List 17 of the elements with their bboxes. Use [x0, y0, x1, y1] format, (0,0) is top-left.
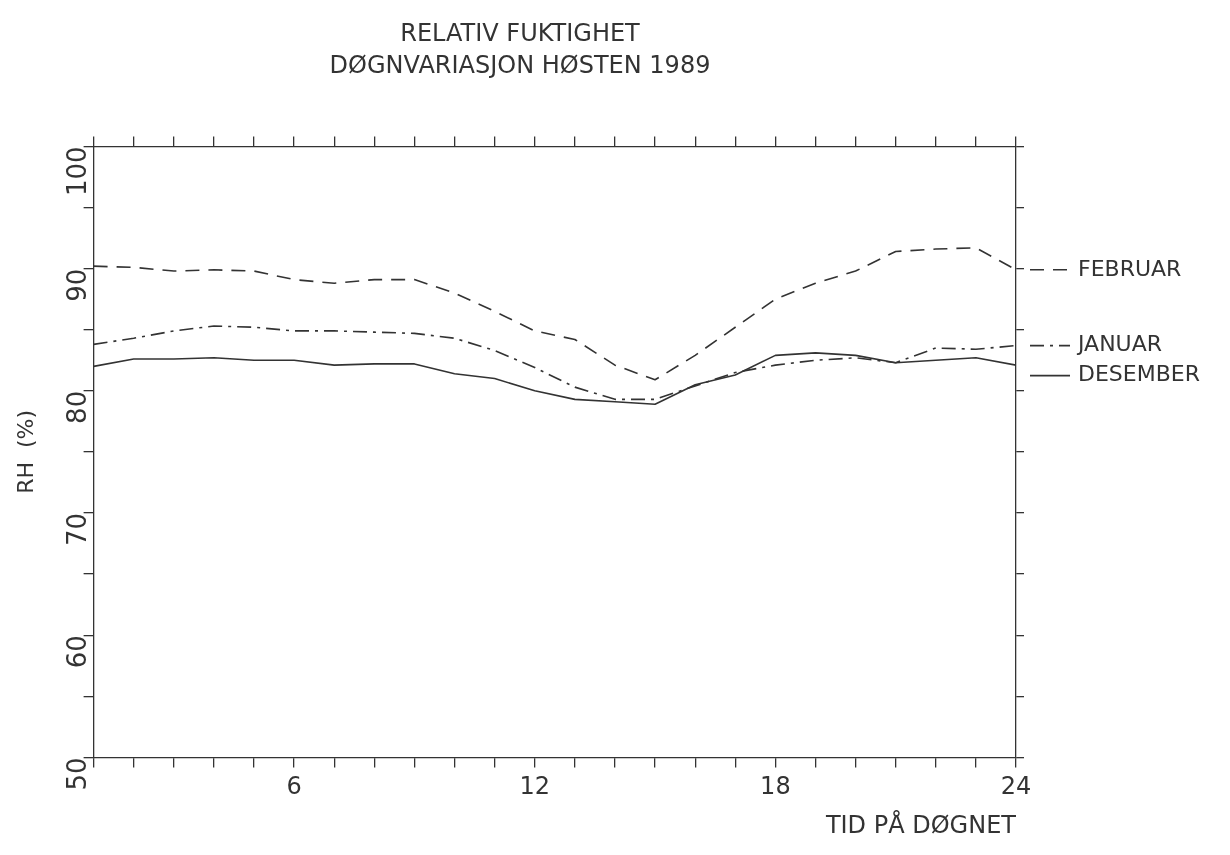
- x-tick-label: 6: [286, 772, 302, 801]
- chart-subtitle: DØGNVARIASJON HØSTEN 1989: [329, 51, 711, 80]
- x-axis-title: TID PÅ DØGNET: [824, 809, 1017, 839]
- y-tick-label: 70: [62, 513, 93, 547]
- x-tick-label: 24: [1000, 772, 1032, 801]
- legend-label: DESEMBER: [1078, 361, 1200, 387]
- y-tick-label: 80: [62, 390, 93, 424]
- y-tick-label: 60: [62, 635, 93, 669]
- x-tick-label: 18: [760, 772, 791, 801]
- y-tick-label: 90: [62, 268, 93, 302]
- y-tick-label: 50: [62, 757, 93, 791]
- x-tick-label: 12: [519, 772, 551, 801]
- y-axis-title: RH (%): [12, 409, 38, 494]
- y-tick-label: 100: [62, 146, 93, 197]
- legend-label: FEBRUAR: [1078, 255, 1182, 281]
- chart-title: RELATIV FUKTIGHET: [400, 18, 641, 47]
- legend-label: JANUAR: [1076, 331, 1163, 357]
